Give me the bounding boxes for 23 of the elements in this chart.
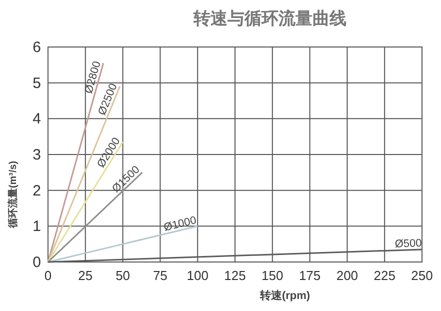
y-tick-label: 0 <box>32 254 41 271</box>
y-tick-label: 6 <box>32 39 41 56</box>
y-tick-label: 5 <box>32 74 41 92</box>
x-tick-label: 50 <box>116 268 130 283</box>
x-tick-label: 25 <box>78 268 93 283</box>
x-tick-label: 250 <box>411 268 433 283</box>
x-tick-label: 200 <box>336 268 358 283</box>
x-tick-label: 175 <box>298 268 321 283</box>
x-tick-label: 75 <box>152 268 168 283</box>
y-tick-label: 2 <box>32 182 41 200</box>
series-label: Ø500 <box>394 237 422 250</box>
x-tick-label: 100 <box>186 268 208 283</box>
y-tick-label: 3 <box>32 146 41 164</box>
y-axis-title: 循环流量(m³/s) <box>7 160 19 230</box>
x-tick-label: 150 <box>262 268 284 283</box>
x-axis-title: 转速(rpm) <box>258 289 310 302</box>
x-tick-label: 225 <box>374 268 396 283</box>
y-tick-label: 1 <box>32 218 41 236</box>
text: Ø1000 <box>162 214 198 234</box>
x-tick-label: 125 <box>224 268 246 283</box>
chart-title: 转速与循环流量曲线 <box>192 9 346 28</box>
y-tick-label: 4 <box>32 110 41 128</box>
x-tick-label: 0 <box>44 268 52 283</box>
